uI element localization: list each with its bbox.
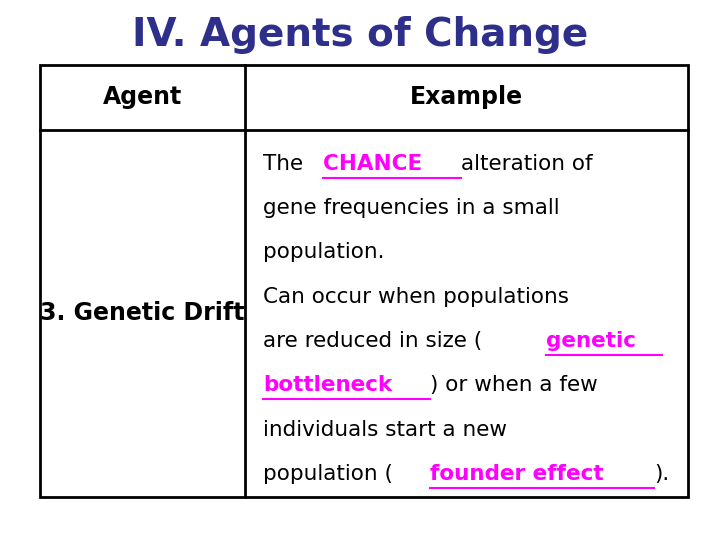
Text: genetic: genetic xyxy=(546,331,636,351)
Bar xyxy=(40,65,688,497)
Text: Example: Example xyxy=(410,85,523,109)
Text: Can occur when populations: Can occur when populations xyxy=(263,287,569,307)
Text: bottleneck: bottleneck xyxy=(263,375,392,395)
Text: ).: ). xyxy=(654,464,670,484)
Text: 3. Genetic Drift: 3. Genetic Drift xyxy=(40,301,245,325)
Text: founder effect: founder effect xyxy=(431,464,604,484)
Text: population (: population ( xyxy=(263,464,392,484)
Text: IV. Agents of Change: IV. Agents of Change xyxy=(132,16,588,54)
Text: Agent: Agent xyxy=(102,85,182,109)
Text: gene frequencies in a small: gene frequencies in a small xyxy=(263,198,559,218)
Text: are reduced in size (: are reduced in size ( xyxy=(263,331,482,351)
Text: alteration of: alteration of xyxy=(462,154,593,174)
Text: individuals start a new: individuals start a new xyxy=(263,420,507,440)
Text: The: The xyxy=(263,154,310,174)
Text: population.: population. xyxy=(263,242,384,262)
Text: ) or when a few: ) or when a few xyxy=(430,375,598,395)
Text: CHANCE: CHANCE xyxy=(323,154,430,174)
